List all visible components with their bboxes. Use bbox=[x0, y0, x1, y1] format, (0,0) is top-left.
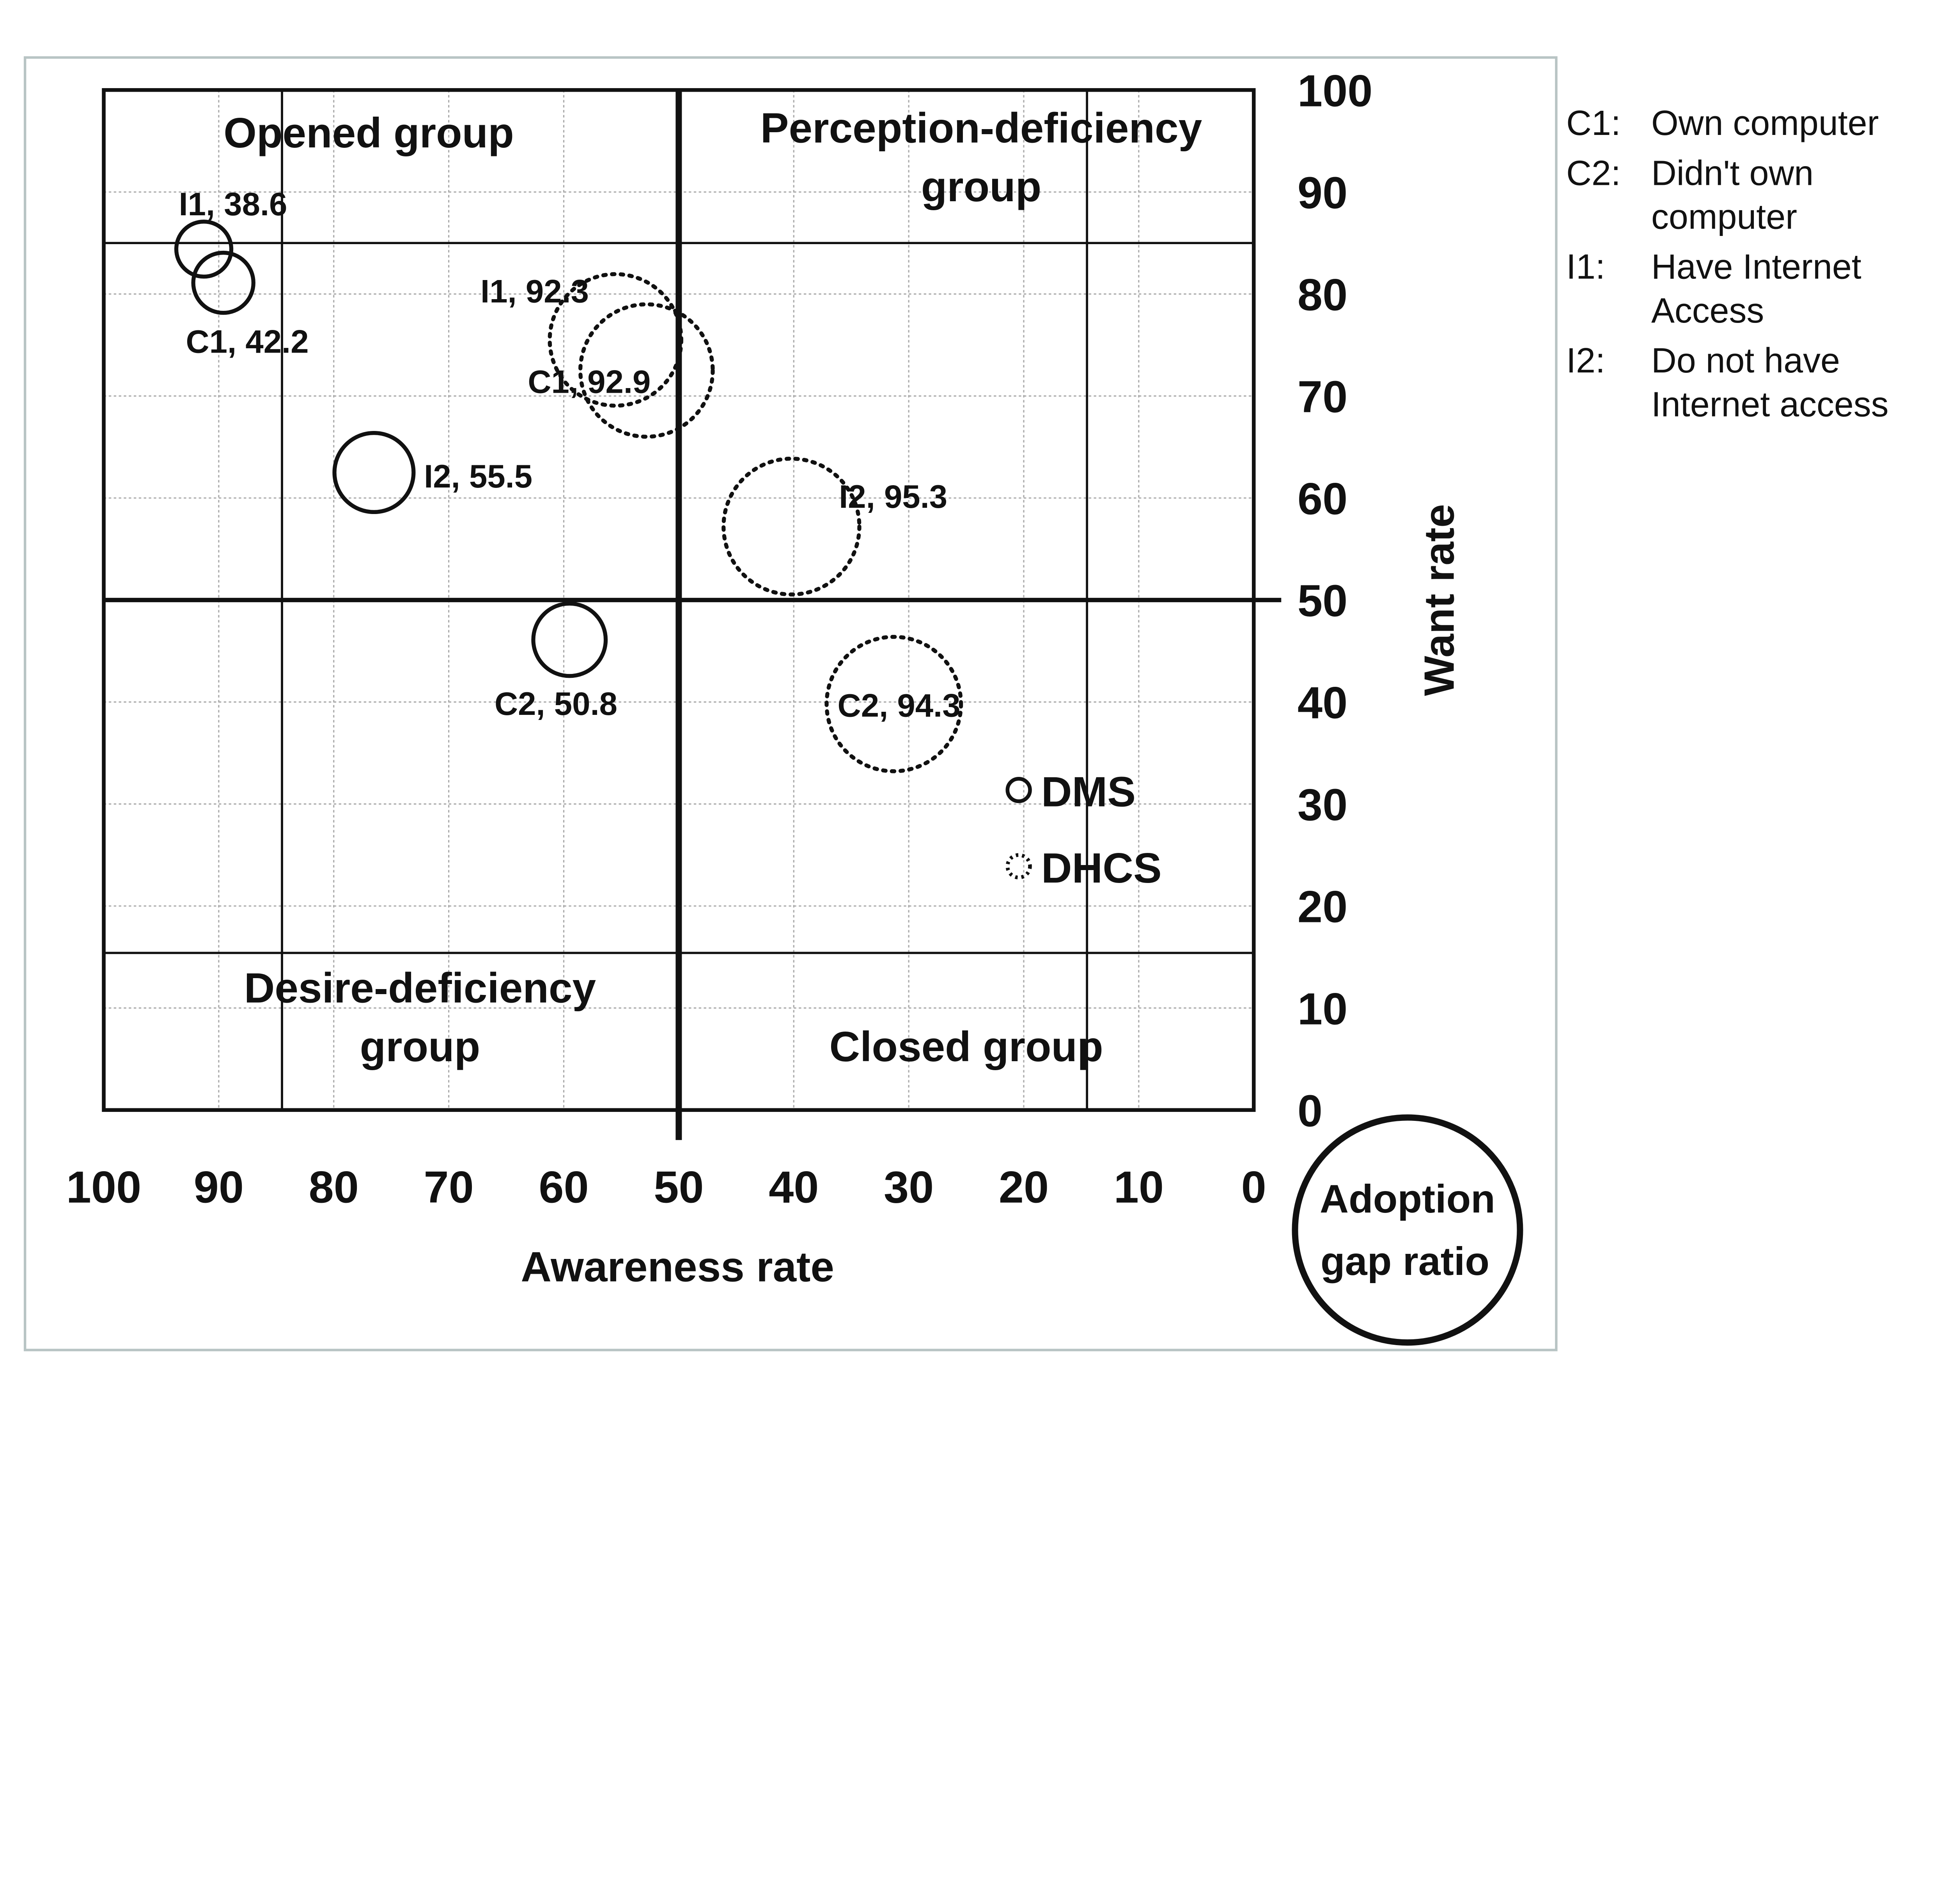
figure-frame bbox=[23, 56, 1558, 1351]
quadrant-label-opened: Opened group bbox=[223, 109, 514, 157]
legend-dms-marker bbox=[1005, 776, 1032, 803]
y-tick-label: 60 bbox=[1298, 474, 1347, 524]
abbrev-text: Access bbox=[1651, 291, 1764, 330]
y-tick-label: 30 bbox=[1298, 780, 1347, 830]
x-tick-label: 50 bbox=[654, 1162, 704, 1212]
abbrev-text: Have Internet bbox=[1651, 248, 1861, 287]
x-tick-label: 10 bbox=[1114, 1162, 1164, 1212]
bubbles: I1, 38.6 C1, 42.2 I2, 55.5 C2, 50.8 I1, 92.3… bbox=[174, 186, 963, 773]
bubble-label: C2, 94.3 bbox=[838, 687, 961, 723]
legend-dhcs-marker bbox=[1005, 853, 1032, 879]
bubble-dms bbox=[191, 250, 255, 315]
bubble-label: I1, 92.3 bbox=[480, 273, 589, 309]
y-tick-label: 70 bbox=[1298, 372, 1347, 422]
abbrev-text: Internet access bbox=[1651, 385, 1889, 424]
x-ticks: 100 90 80 70 60 50 40 30 20 10 0 bbox=[66, 1162, 1266, 1212]
y-tick-label: 80 bbox=[1298, 270, 1347, 320]
x-tick-label: 100 bbox=[66, 1162, 141, 1212]
abbrev-text: computer bbox=[1651, 198, 1797, 237]
quadrant-label-desire-1: Desire-deficiency bbox=[244, 964, 596, 1012]
x-tick-label: 30 bbox=[884, 1162, 934, 1212]
abbreviation-legend: C1: Own computer C2: Didn't own computer I1: H… bbox=[1566, 104, 1888, 424]
y-tick-label: 50 bbox=[1298, 576, 1347, 626]
bubble-dms bbox=[531, 601, 608, 678]
abbrev-text: Own computer bbox=[1651, 104, 1879, 143]
size-legend-circle bbox=[1292, 1114, 1523, 1346]
quadrant-label-perception-2: group bbox=[921, 163, 1042, 211]
abbrev-key: I1: bbox=[1566, 248, 1605, 287]
y-tick-label: 90 bbox=[1298, 168, 1347, 218]
x-tick-label: 60 bbox=[539, 1162, 589, 1212]
y-tick-label: 20 bbox=[1298, 882, 1347, 932]
x-tick-label: 90 bbox=[194, 1162, 244, 1212]
bubble-dhcs bbox=[548, 272, 683, 408]
bubble-dhcs bbox=[722, 456, 862, 597]
x-tick-label: 70 bbox=[424, 1162, 473, 1212]
y-tick-label: 40 bbox=[1298, 678, 1347, 728]
bubble-dms bbox=[332, 431, 416, 514]
quadrant-label-perception-1: Perception-deficiency bbox=[760, 104, 1202, 152]
x-tick-label: 20 bbox=[999, 1162, 1049, 1212]
x-tick-label: 80 bbox=[309, 1162, 359, 1212]
bubble-label: C2, 50.8 bbox=[495, 686, 617, 722]
legend-dms-label: DMS bbox=[1041, 768, 1136, 815]
x-axis-label: Awareness rate bbox=[521, 1243, 834, 1291]
bubble-label: C1, 42.2 bbox=[186, 324, 309, 360]
bubble-chart: 100 90 80 70 60 50 40 30 20 10 0 01020304050607080… bbox=[23, 56, 1888, 1351]
bubble-dhcs bbox=[824, 635, 963, 773]
x-tick-label: 0 bbox=[1241, 1162, 1266, 1212]
y-tick-label: 100 bbox=[1298, 66, 1373, 116]
abbrev-text: Do not have bbox=[1651, 341, 1840, 380]
y-tick-label: 10 bbox=[1298, 984, 1347, 1034]
quadrant-lines bbox=[104, 90, 1282, 1140]
bubble-dhcs bbox=[578, 302, 715, 439]
bubble-dms bbox=[174, 220, 234, 279]
y-tick-label: 0 bbox=[1298, 1086, 1322, 1136]
bubble-label: I1, 38.6 bbox=[179, 186, 287, 222]
y-axis-label: Want rate bbox=[1416, 504, 1463, 696]
abbrev-key: C2: bbox=[1566, 154, 1621, 193]
bubble-label: C1, 92.9 bbox=[528, 364, 651, 400]
abbrev-key: C1: bbox=[1566, 104, 1621, 143]
legend-dhcs-label: DHCS bbox=[1041, 844, 1162, 892]
size-legend-line1: Adoption bbox=[1320, 1176, 1495, 1221]
abbrev-text: Didn't own bbox=[1651, 154, 1814, 193]
quadrant-label-closed: Closed group bbox=[829, 1023, 1103, 1071]
quadrant-label-desire-2: group bbox=[360, 1023, 480, 1071]
bubble-label: I2, 55.5 bbox=[424, 458, 532, 495]
x-tick-label: 40 bbox=[769, 1162, 819, 1212]
abbrev-key: I2: bbox=[1566, 341, 1605, 380]
bubble-label: I2, 95.3 bbox=[839, 479, 947, 515]
size-legend-line2: gap ratio bbox=[1321, 1239, 1489, 1284]
y-ticks: 0 10 20 30 40 50 60 70 80 90 100 bbox=[1298, 66, 1373, 1136]
